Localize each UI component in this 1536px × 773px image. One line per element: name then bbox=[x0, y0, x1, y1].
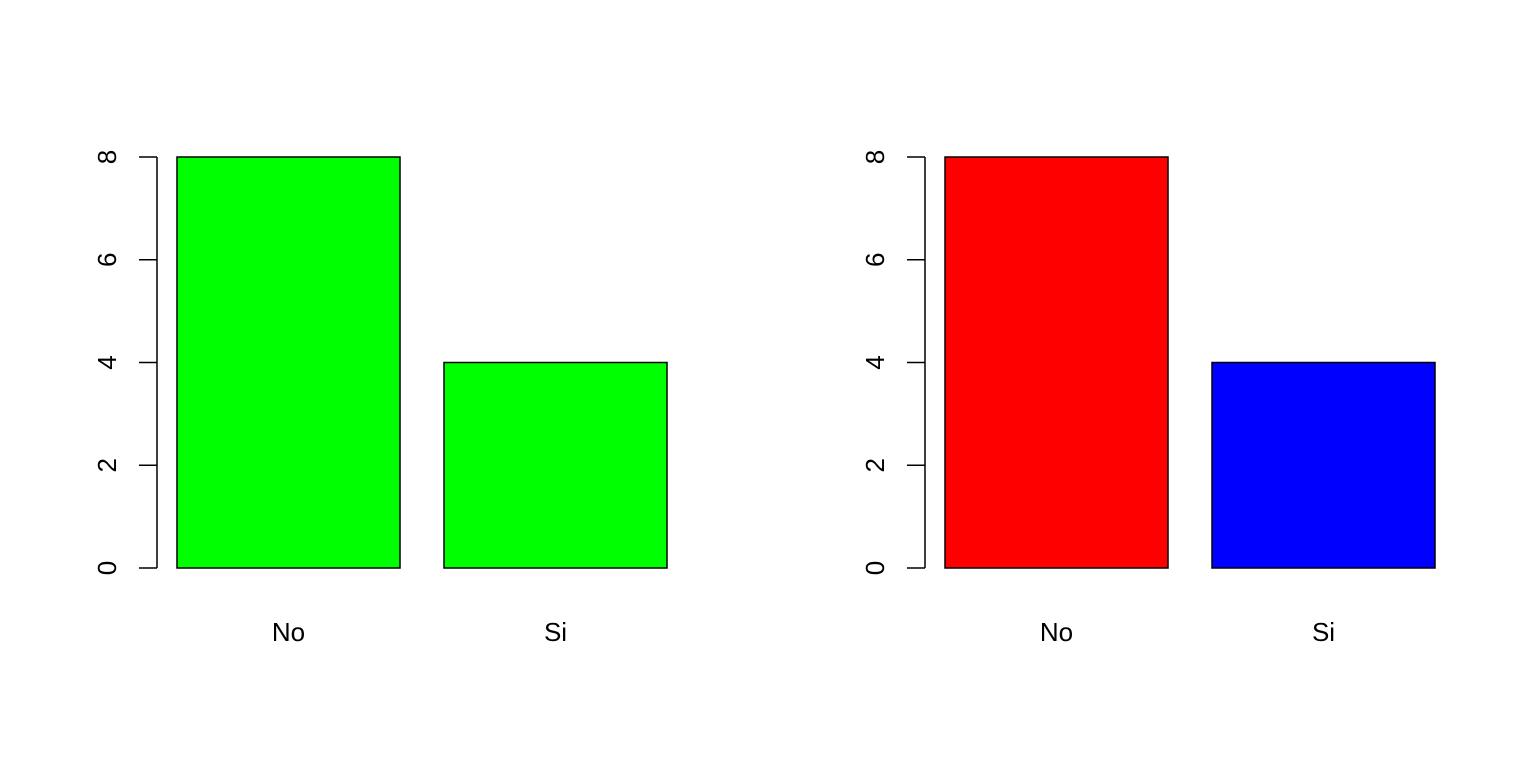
y-tick-label: 4 bbox=[92, 355, 122, 369]
x-category-label: No bbox=[272, 617, 305, 647]
bar-no bbox=[944, 156, 1169, 569]
y-tick-label: 2 bbox=[860, 458, 890, 472]
y-tick-label: 6 bbox=[860, 253, 890, 267]
bar-si bbox=[443, 361, 668, 569]
y-tick-label: 0 bbox=[92, 561, 122, 575]
y-tick-label: 8 bbox=[92, 150, 122, 164]
bar-chart-2: 0 2 4 6 8 No Si bbox=[860, 150, 1436, 647]
y-tick-label: 0 bbox=[860, 561, 890, 575]
x-category-label: Si bbox=[1312, 617, 1335, 647]
y-tick-label: 6 bbox=[92, 253, 122, 267]
bar-no bbox=[176, 156, 401, 569]
bar-si bbox=[1211, 361, 1436, 569]
y-tick-label: 8 bbox=[860, 150, 890, 164]
x-category-label: Si bbox=[544, 617, 567, 647]
bar-chart-1: 0 2 4 6 8 No Si bbox=[92, 150, 668, 647]
y-tick-label: 4 bbox=[860, 355, 890, 369]
y-tick-label: 2 bbox=[92, 458, 122, 472]
x-category-label: No bbox=[1040, 617, 1073, 647]
